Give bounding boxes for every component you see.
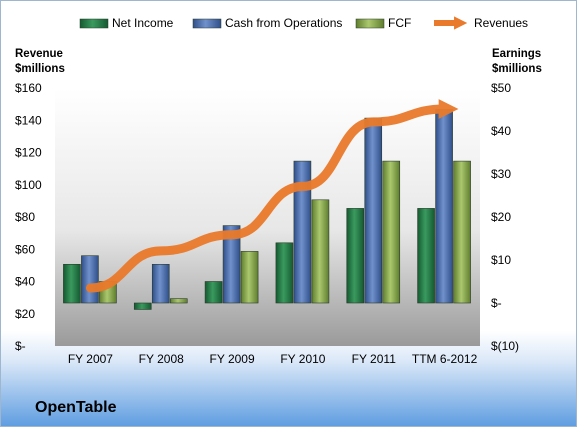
x-axis: FY 2007 FY 2008 FY 2009 FY 2010 FY 2011 TTM 6… [68,352,478,366]
bar-cash-from-operations [364,117,383,304]
bar-cash-from-operations [222,225,241,304]
left-axis-tick-label: $100 [15,178,42,192]
right-axis-tick-label: $40 [491,124,511,138]
revenue-line [85,99,459,293]
bar-cash-from-operations [151,263,170,304]
bar-net-income [417,208,435,304]
left-axis-tick-label: $40 [15,275,35,289]
bar-cash-from-operations [435,109,453,304]
chart-title: OpenTable [35,399,117,416]
revenue-line-group [85,99,459,293]
bar-cash-from-operations [81,255,99,304]
left-axis-title-line1: Revenue [15,48,63,60]
legend-label: FCF [388,16,411,30]
left-axis-tick-label: $140 [15,113,42,127]
bar-group [63,109,471,310]
x-axis-tick-label: TTM 6-2012 [412,352,478,366]
right-axis-tick-label: $20 [491,210,511,224]
left-axis-tick-label: $120 [15,146,42,160]
left-axis-tick-label: $60 [15,242,35,256]
left-axis-tick-label: $20 [15,307,35,321]
legend-label: Net Income [112,16,174,30]
bar-cash-from-operations [293,160,312,304]
bar-fcf [169,298,188,304]
left-axis: $160 $140 $120 $100 $80 $60 $40 $20 $- [15,81,42,353]
legend-swatch-net-income [79,18,109,29]
bar-net-income [63,263,81,304]
legend-swatch-cash-from-operations [192,18,222,29]
left-axis-title-line2: $millions [15,63,65,75]
x-axis-tick-label: FY 2007 [68,352,113,366]
left-axis-tick-label: $160 [15,81,42,95]
legend-label: Revenues [474,16,528,30]
right-axis-title-line2: $millions [492,63,542,75]
legend-label: Cash from Operations [225,16,342,30]
right-axis-tick-label: $- [491,296,502,310]
right-axis-tick-label: $30 [491,167,511,181]
left-axis-tick-label: $- [15,339,26,353]
left-axis-tick-label: $80 [15,210,35,224]
right-axis: $50 $40 $30 $20 $10 $- $(10) [491,81,519,353]
legend-swatch-fcf [355,18,385,29]
bar-fcf [240,251,259,304]
right-axis-title-line1: Earnings [492,48,541,60]
x-axis-tick-label: FY 2010 [280,352,325,366]
bar-net-income [204,281,223,304]
x-axis-tick-label: FY 2008 [139,352,184,366]
bar-net-income [275,242,294,304]
right-axis-tick-label: $(10) [491,339,519,353]
x-axis-tick-label: FY 2011 [352,352,397,366]
bar-fcf [382,160,401,304]
x-axis-tick-label: FY 2009 [210,352,255,366]
legend: Net Income Cash from Operations FCF Revenue… [79,16,528,30]
bar-fcf [311,199,330,304]
bar-net-income [346,208,365,304]
bar-fcf [453,160,471,304]
bar-net-income [133,302,152,310]
right-axis-tick-label: $50 [491,81,511,95]
right-axis-tick-label: $10 [491,253,511,267]
